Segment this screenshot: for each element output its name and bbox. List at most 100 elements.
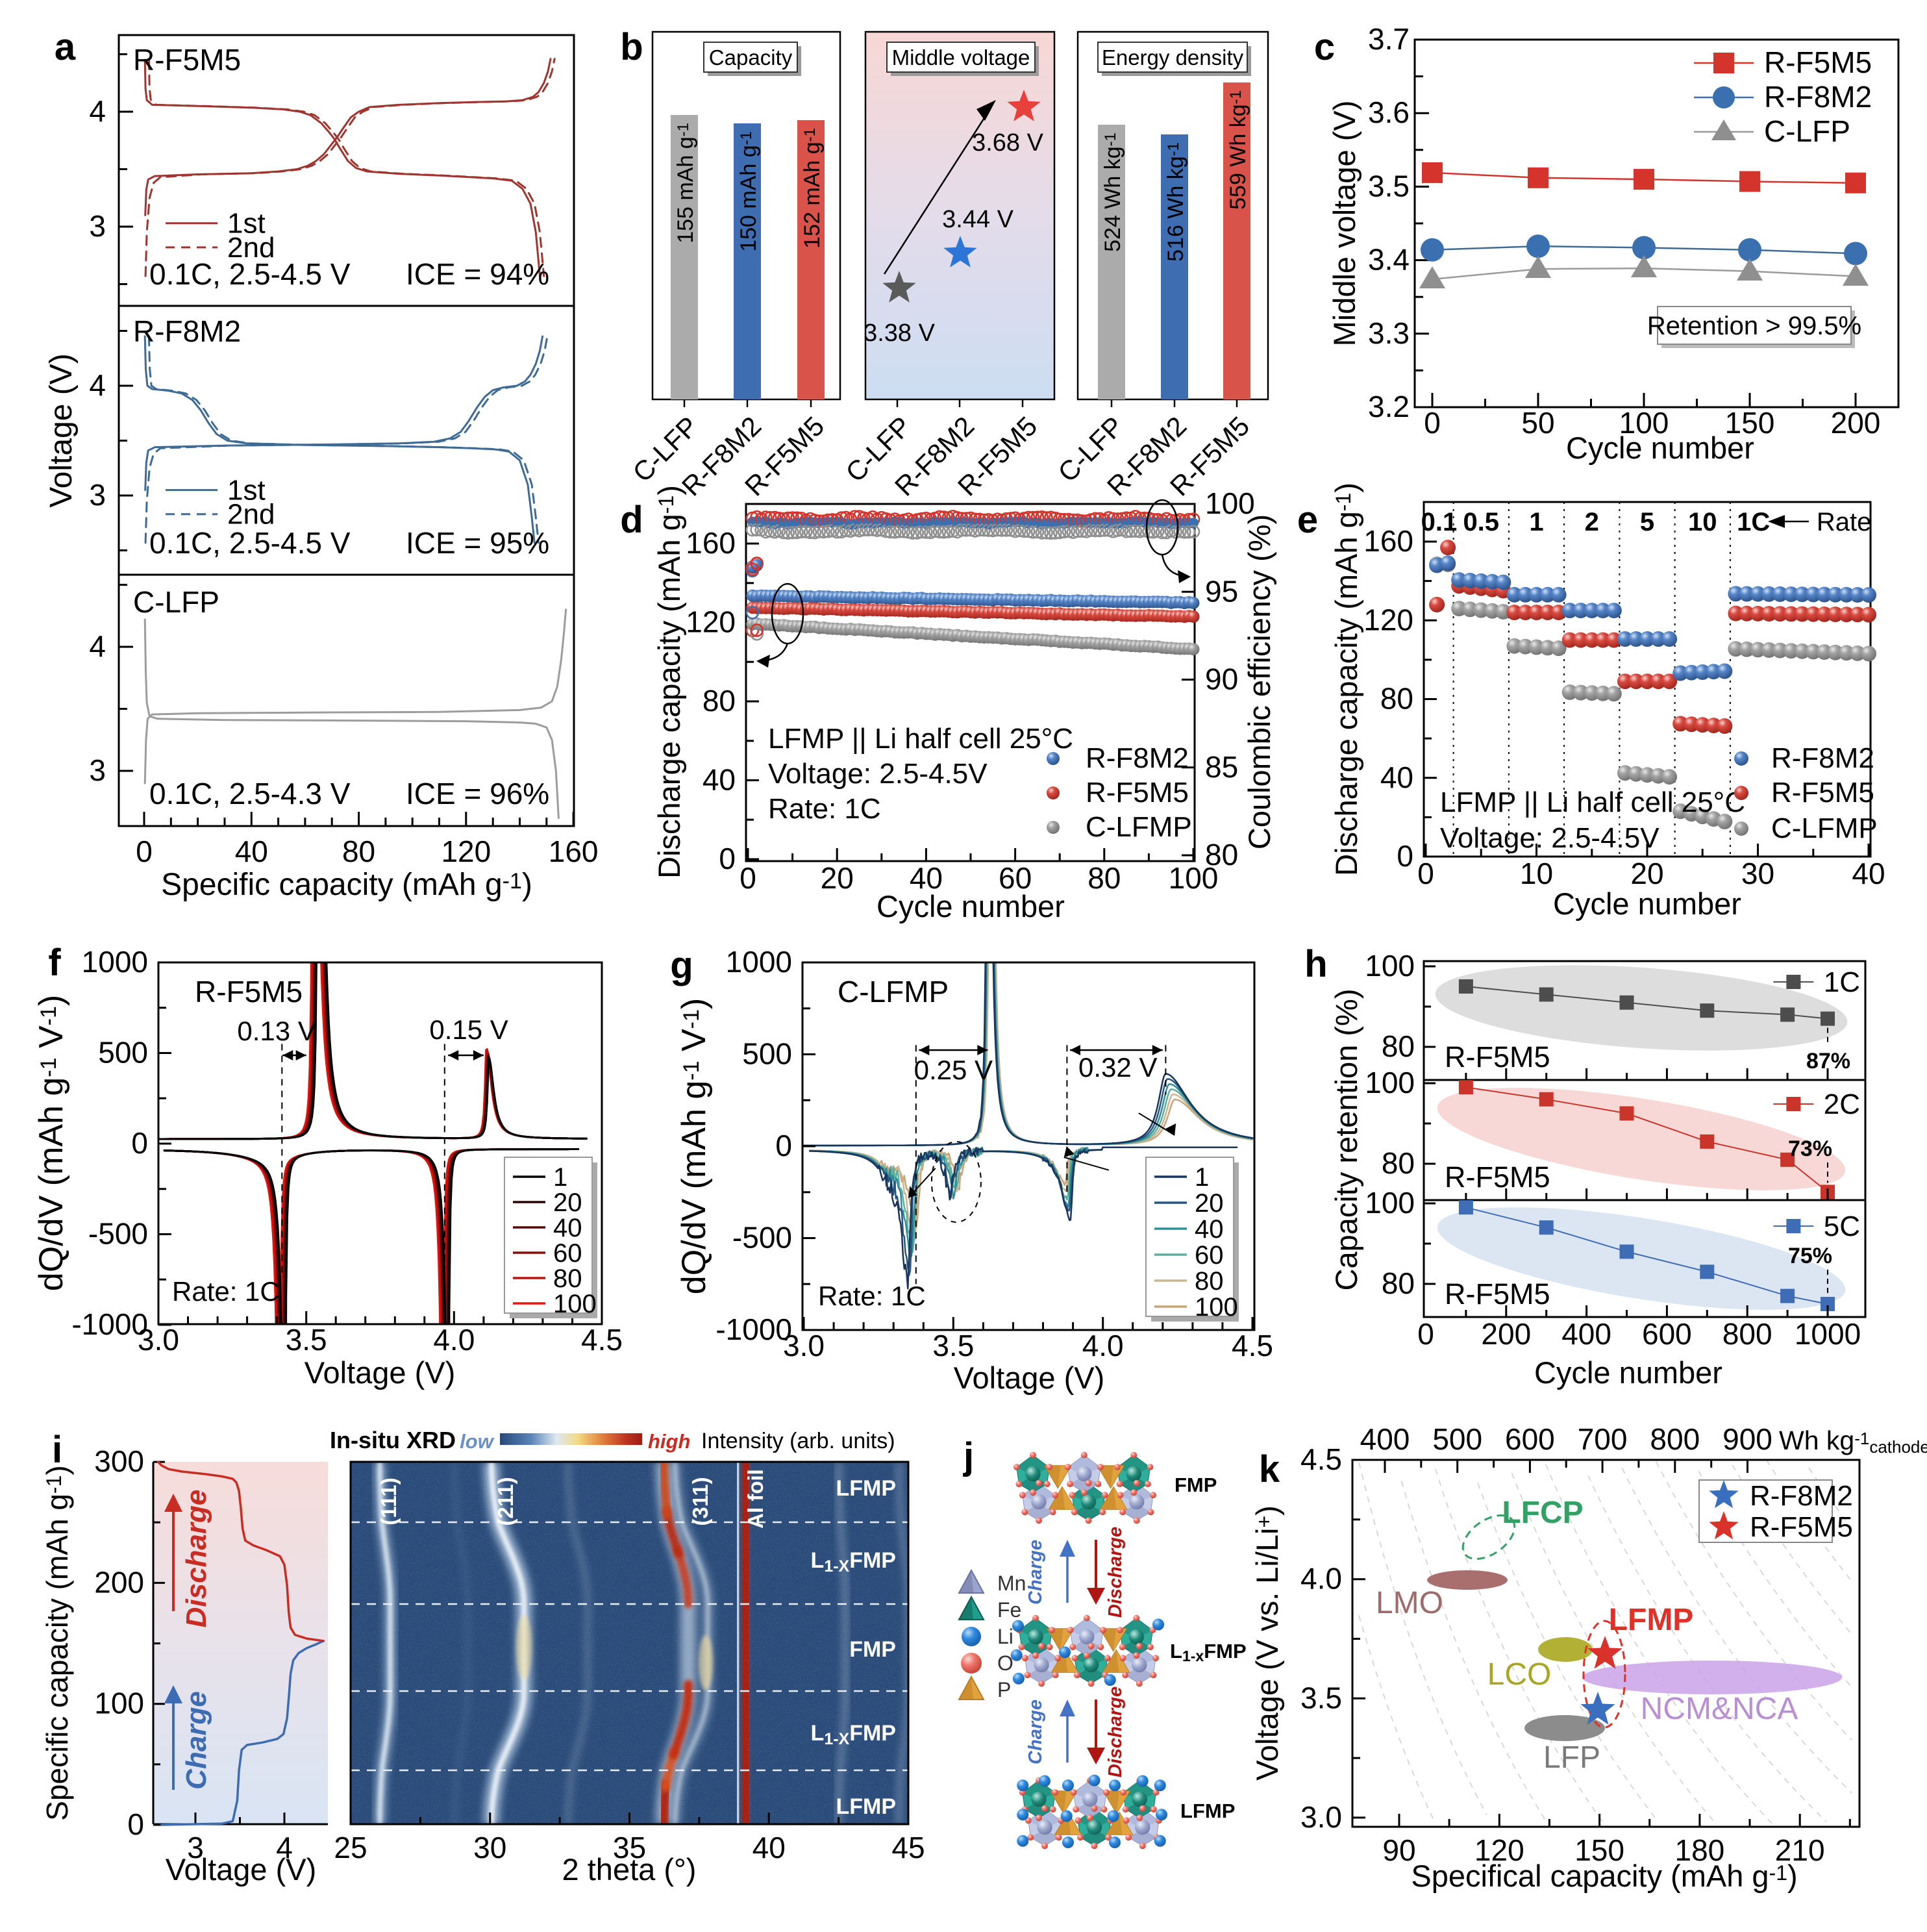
- svg-text:Cycle number: Cycle number: [1553, 886, 1741, 921]
- svg-text:Discharge: Discharge: [1105, 1527, 1126, 1618]
- svg-text:O: O: [997, 1651, 1013, 1675]
- svg-text:100: 100: [1619, 406, 1669, 440]
- svg-text:40: 40: [752, 1831, 786, 1864]
- svg-text:160: 160: [686, 526, 736, 560]
- svg-text:516 Wh kg-1: 516 Wh kg-1: [1163, 142, 1188, 262]
- svg-text:FMP: FMP: [1175, 1474, 1217, 1496]
- svg-text:Cycle number: Cycle number: [1534, 1355, 1722, 1390]
- svg-text:LMO: LMO: [1376, 1586, 1443, 1620]
- svg-text:3.44 V: 3.44 V: [942, 206, 1014, 233]
- svg-text:45: 45: [891, 1831, 925, 1864]
- svg-text:30: 30: [473, 1831, 506, 1864]
- svg-text:Discharge capacity (mAh g-1): Discharge capacity (mAh g-1): [652, 485, 686, 879]
- svg-text:R-F5M5: R-F5M5: [1445, 1277, 1550, 1311]
- svg-text:In-situ XRD: In-situ XRD: [330, 1427, 456, 1453]
- svg-text:Discharge: Discharge: [180, 1490, 212, 1628]
- svg-text:2nd: 2nd: [227, 232, 275, 264]
- svg-text:25: 25: [334, 1831, 367, 1864]
- svg-text:35: 35: [613, 1831, 646, 1864]
- svg-text:80: 80: [702, 684, 736, 718]
- svg-text:73%: 73%: [1788, 1136, 1832, 1161]
- svg-text:3.5: 3.5: [286, 1323, 327, 1357]
- svg-text:R-F5M5: R-F5M5: [1445, 1040, 1550, 1073]
- svg-text:0.32 V: 0.32 V: [1078, 1052, 1157, 1083]
- svg-text:155 mAh g-1: 155 mAh g-1: [673, 123, 698, 244]
- svg-text:700: 700: [1578, 1422, 1628, 1456]
- svg-text:Intensity (arb. units): Intensity (arb. units): [701, 1429, 895, 1453]
- svg-text:0.25 V: 0.25 V: [914, 1055, 993, 1085]
- svg-text:L1-xFMP: L1-xFMP: [1170, 1640, 1247, 1664]
- svg-text:100: 100: [553, 1290, 597, 1318]
- svg-text:d: d: [620, 499, 643, 541]
- svg-text:Voltage: 2.5-4.5V: Voltage: 2.5-4.5V: [1440, 822, 1660, 854]
- svg-text:g: g: [670, 944, 693, 986]
- svg-text:j: j: [963, 1435, 974, 1477]
- svg-text:80: 80: [1382, 1266, 1415, 1300]
- svg-text:C-LFP: C-LFP: [1764, 114, 1850, 148]
- svg-text:4.5: 4.5: [1300, 1442, 1342, 1476]
- svg-text:LFMP || Li half cell 25°C: LFMP || Li half cell 25°C: [768, 723, 1073, 755]
- svg-text:R-F8M2: R-F8M2: [1764, 80, 1872, 114]
- svg-text:Middle voltage: Middle voltage: [892, 45, 1030, 69]
- svg-text:R-F5M5: R-F5M5: [1764, 45, 1872, 79]
- svg-text:-1000: -1000: [71, 1307, 148, 1341]
- svg-text:Voltage (V): Voltage (V): [44, 353, 79, 507]
- svg-text:120: 120: [1363, 603, 1413, 636]
- svg-text:high: high: [648, 1430, 690, 1453]
- svg-text:150: 150: [1574, 1833, 1624, 1867]
- svg-text:4: 4: [89, 368, 106, 402]
- svg-text:ICE = 96%: ICE = 96%: [406, 777, 549, 810]
- svg-text:Li: Li: [997, 1625, 1013, 1648]
- svg-text:559 Wh kg-1: 559 Wh kg-1: [1226, 90, 1250, 210]
- svg-text:3.0: 3.0: [1300, 1800, 1342, 1834]
- svg-text:20: 20: [1195, 1189, 1224, 1218]
- svg-text:f: f: [48, 942, 61, 984]
- svg-text:3: 3: [89, 478, 106, 512]
- svg-text:1: 1: [1195, 1163, 1209, 1192]
- svg-text:50: 50: [1521, 406, 1554, 440]
- svg-text:1000: 1000: [1795, 1317, 1861, 1351]
- svg-text:dQ/dV (mAh g-1 V-1): dQ/dV (mAh g-1 V-1): [675, 998, 713, 1294]
- svg-text:0: 0: [131, 1126, 148, 1160]
- svg-text:90: 90: [1382, 1833, 1415, 1867]
- svg-text:500: 500: [1432, 1422, 1482, 1456]
- svg-text:1st: 1st: [227, 208, 266, 240]
- svg-text:40: 40: [1380, 760, 1413, 794]
- svg-text:0.1C, 2.5-4.5 V: 0.1C, 2.5-4.5 V: [149, 526, 351, 560]
- svg-text:3.38 V: 3.38 V: [864, 320, 936, 347]
- svg-text:0.5: 0.5: [1463, 508, 1499, 536]
- svg-text:40: 40: [553, 1214, 582, 1242]
- svg-text:600: 600: [1642, 1317, 1692, 1351]
- svg-text:Middle voltage (V): Middle voltage (V): [1327, 101, 1361, 347]
- svg-text:4.5: 4.5: [1232, 1329, 1273, 1362]
- svg-text:a: a: [55, 26, 76, 68]
- svg-text:R-F5M5: R-F5M5: [133, 43, 241, 77]
- svg-text:60: 60: [999, 861, 1032, 895]
- svg-text:Voltage (V): Voltage (V): [305, 1355, 456, 1390]
- svg-text:75%: 75%: [1788, 1244, 1832, 1268]
- svg-text:2 theta (°): 2 theta (°): [562, 1852, 697, 1887]
- svg-text:200: 200: [1831, 406, 1881, 440]
- svg-text:4: 4: [89, 629, 106, 663]
- svg-text:0: 0: [127, 1807, 144, 1841]
- svg-text:500: 500: [742, 1037, 792, 1071]
- svg-text:h: h: [1304, 943, 1327, 985]
- svg-text:40: 40: [1195, 1215, 1224, 1244]
- svg-text:Retention > 99.5%: Retention > 99.5%: [1647, 312, 1861, 340]
- svg-text:LFMP: LFMP: [1609, 1603, 1694, 1637]
- svg-text:e: e: [1297, 499, 1318, 541]
- svg-text:800: 800: [1650, 1422, 1700, 1456]
- svg-text:Rate: 1C: Rate: 1C: [172, 1276, 280, 1307]
- svg-text:4.0: 4.0: [433, 1323, 475, 1357]
- svg-text:3.68 V: 3.68 V: [972, 129, 1044, 157]
- svg-text:0: 0: [1417, 857, 1434, 890]
- svg-text:L1-XFMP: L1-XFMP: [811, 1548, 896, 1575]
- svg-text:40: 40: [702, 763, 736, 797]
- svg-text:3.2: 3.2: [1368, 390, 1410, 423]
- svg-text:Cycle number: Cycle number: [1566, 431, 1754, 465]
- svg-text:150 mAh g-1: 150 mAh g-1: [736, 131, 761, 252]
- svg-text:100: 100: [1365, 1186, 1415, 1220]
- svg-text:100: 100: [94, 1687, 144, 1720]
- svg-text:C-LFP: C-LFP: [133, 585, 219, 619]
- svg-text:0: 0: [1397, 839, 1413, 873]
